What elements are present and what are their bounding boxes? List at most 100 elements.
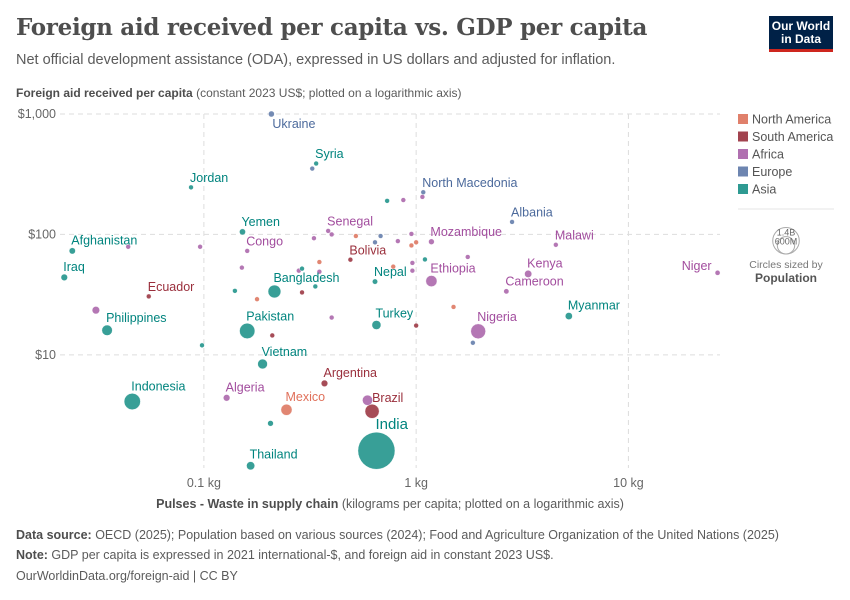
point-label: Ethiopia [430,261,475,275]
data-point [91,306,100,315]
data-point [244,248,250,254]
data-point [257,358,268,370]
x-tick-label: 1 kg [404,476,428,490]
data-point [553,242,559,248]
size-legend-label: 600M [775,237,798,247]
point-label: North Macedonia [422,176,517,190]
data-point [390,264,396,270]
data-point [364,404,380,419]
data-point [254,296,260,302]
data-point [371,320,382,330]
legend-item-europe[interactable]: Europe [752,165,792,179]
data-point [313,160,319,167]
data-point [60,273,68,281]
data-point [246,461,255,471]
point-label: Nigeria [477,310,517,324]
y-axis-title-bold: Foreign aid received per capita [16,86,193,100]
x-axis-title-bold: Pulses - Waste in supply chain [156,497,339,511]
point-label: Thailand [250,448,298,462]
data-point [197,244,203,250]
legend-swatch [738,149,748,159]
data-point [299,266,305,272]
legend-swatch [738,131,748,142]
data-point [408,242,415,249]
data-point [428,238,435,245]
legend-swatch [738,166,748,177]
size-legend-title: Circles sized by [749,259,823,271]
point-label: India [375,416,408,433]
data-point [325,228,331,234]
data-point [372,278,378,285]
data-point [347,257,353,263]
legend-item-africa[interactable]: Africa [752,148,784,162]
data-point [465,254,471,260]
point-label: Myanmar [568,298,620,312]
y-tick-label: $10 [35,348,56,362]
data-point [311,235,317,241]
point-label: Niger [682,259,712,273]
data-point [316,259,322,265]
data-point [450,304,457,310]
point-label: Bangladesh [273,271,339,285]
data-point [329,231,335,238]
point-label: Bolivia [349,243,386,257]
data-point [68,247,76,255]
point-label: Pakistan [246,309,294,323]
data-point [714,270,721,276]
x-axis-title: Pulses - Waste in supply chain (kilogram… [0,497,780,511]
data-point [320,379,328,387]
legend-item-north-america[interactable]: North America [752,113,831,127]
data-point [223,394,231,402]
data-point [357,432,396,470]
data-point [377,233,384,239]
point-label: Syria [315,147,344,161]
size-legend-circle [776,236,796,255]
data-point [362,394,373,406]
legend-item-south-america[interactable]: South America [752,130,833,144]
data-point [267,420,274,427]
x-tick-label: 0.1 kg [187,476,221,490]
data-point [268,110,275,118]
data-point [509,219,515,225]
data-point [503,288,510,295]
data-point [425,275,438,287]
note: Note: GDP per capita is expressed in 202… [16,548,554,562]
point-label: Mozambique [430,225,502,239]
data-point [239,265,245,271]
source-url-link[interactable]: OurWorldinData.org/foreign-aid | CC BY [16,569,238,583]
data-point [239,228,246,236]
point-label: Malawi [555,228,594,242]
data-point [395,238,401,244]
data-point [101,324,113,336]
data-point [146,293,152,299]
data-point [280,404,293,416]
data-point [420,189,426,195]
data-point [269,332,275,339]
point-label: Afghanistan [71,234,137,248]
data-point [470,340,476,346]
data-point [312,283,318,290]
data-point [422,256,428,263]
legend-item-asia[interactable]: Asia [752,183,776,197]
point-label: Argentina [323,366,377,380]
owid-logo[interactable]: Our World in Data [769,16,833,52]
data-point [353,233,359,239]
point-label: Senegal [327,214,373,228]
source-text: OECD (2025); Population based on various… [91,528,779,542]
chart-subtitle: Net official development assistance (ODA… [16,52,616,68]
point-label: Nepal [374,265,407,279]
data-point [565,312,573,320]
data-point [400,197,406,203]
chart-title: Foreign aid received per capita vs. GDP … [16,14,648,41]
data-point [316,269,322,275]
point-label: Iraq [63,260,85,274]
data-point [409,268,415,274]
point-label: Cameroon [505,275,563,289]
data-point [413,323,419,329]
data-source: Data source: OECD (2025); Population bas… [16,528,779,542]
data-point [199,342,205,348]
data-point [372,239,378,245]
data-point [188,184,194,190]
data-point [413,239,419,245]
legend-swatch [738,184,748,194]
